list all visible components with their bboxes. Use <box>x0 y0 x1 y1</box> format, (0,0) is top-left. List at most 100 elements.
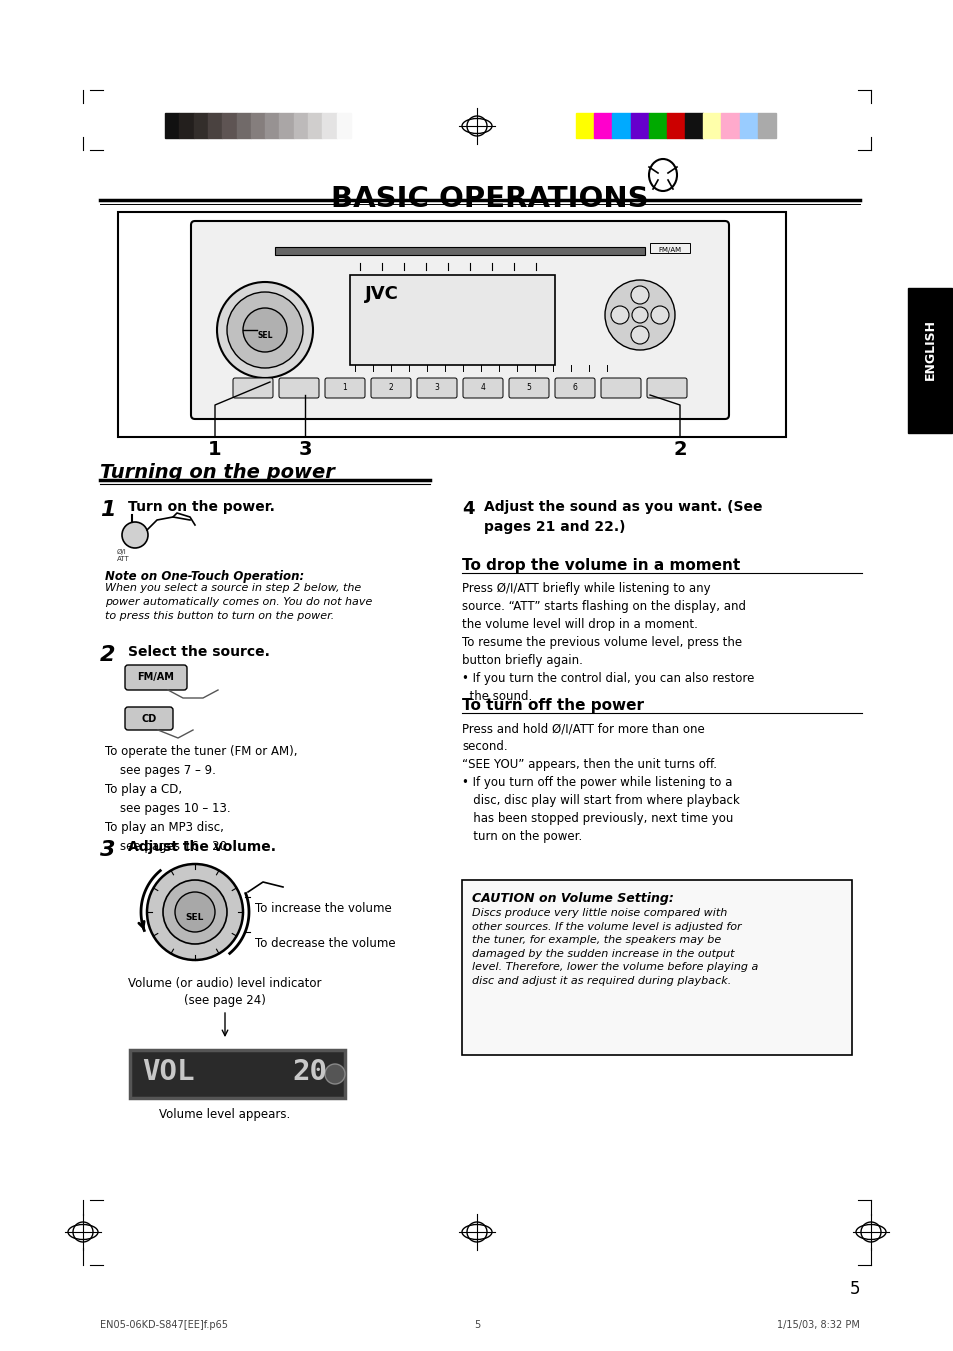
Bar <box>165 113 179 138</box>
Text: 2: 2 <box>100 644 115 665</box>
Text: Select the source.: Select the source. <box>128 644 270 659</box>
FancyBboxPatch shape <box>191 222 728 419</box>
Bar <box>350 276 555 365</box>
Bar <box>179 113 193 138</box>
Bar <box>294 113 308 138</box>
Bar <box>130 1050 345 1098</box>
FancyBboxPatch shape <box>462 378 502 399</box>
Text: To drop the volume in a moment: To drop the volume in a moment <box>461 558 740 573</box>
Text: 20: 20 <box>292 1058 327 1086</box>
FancyBboxPatch shape <box>233 378 273 399</box>
Bar <box>274 247 644 255</box>
Text: To decrease the volume: To decrease the volume <box>254 938 395 950</box>
Text: 4: 4 <box>461 500 474 517</box>
Text: VOL: VOL <box>142 1058 194 1086</box>
Bar <box>684 113 702 138</box>
Circle shape <box>147 865 243 961</box>
Text: JVC: JVC <box>365 285 398 303</box>
Bar <box>630 113 648 138</box>
Text: Volume level appears.: Volume level appears. <box>159 1108 291 1121</box>
Circle shape <box>227 292 303 367</box>
Bar <box>118 212 785 436</box>
FancyBboxPatch shape <box>325 378 365 399</box>
Bar <box>236 113 251 138</box>
Bar <box>322 113 336 138</box>
Bar <box>720 113 739 138</box>
Text: ENGLISH: ENGLISH <box>923 319 936 381</box>
Bar <box>208 113 222 138</box>
FancyBboxPatch shape <box>646 378 686 399</box>
Text: Press and hold Ø/I/ATT for more than one
second.
“SEE YOU” appears, then the uni: Press and hold Ø/I/ATT for more than one… <box>461 721 739 843</box>
Text: EN05-06KD-S847[EE]f.p65: EN05-06KD-S847[EE]f.p65 <box>100 1320 228 1329</box>
Text: Note on One-Touch Operation:: Note on One-Touch Operation: <box>105 570 304 584</box>
Bar <box>222 113 236 138</box>
Bar <box>594 113 612 138</box>
Circle shape <box>630 326 648 345</box>
Bar <box>279 113 294 138</box>
Text: To increase the volume: To increase the volume <box>254 902 392 915</box>
Bar <box>907 288 951 434</box>
Text: To turn off the power: To turn off the power <box>461 698 643 713</box>
Text: 3: 3 <box>100 840 115 861</box>
Text: Turn on the power.: Turn on the power. <box>128 500 274 513</box>
Circle shape <box>325 1065 345 1084</box>
Circle shape <box>650 305 668 324</box>
Text: BASIC OPERATIONS: BASIC OPERATIONS <box>331 185 648 213</box>
Circle shape <box>243 308 287 353</box>
Text: 5: 5 <box>848 1279 859 1298</box>
Text: FM/AM: FM/AM <box>137 671 174 682</box>
Bar <box>649 243 689 253</box>
Text: 4: 4 <box>480 384 485 393</box>
Circle shape <box>610 305 628 324</box>
Text: Ø/I
ATT: Ø/I ATT <box>117 549 130 562</box>
Circle shape <box>630 286 648 304</box>
Bar <box>193 113 208 138</box>
FancyBboxPatch shape <box>509 378 548 399</box>
FancyBboxPatch shape <box>555 378 595 399</box>
FancyBboxPatch shape <box>125 707 172 730</box>
FancyBboxPatch shape <box>371 378 411 399</box>
Circle shape <box>163 880 227 944</box>
Text: Turning on the power: Turning on the power <box>100 463 335 482</box>
Circle shape <box>604 280 675 350</box>
Text: 1: 1 <box>208 440 222 459</box>
Text: Discs produce very little noise compared with
other sources. If the volume level: Discs produce very little noise compared… <box>472 908 758 986</box>
Text: 1/15/03, 8:32 PM: 1/15/03, 8:32 PM <box>777 1320 859 1329</box>
FancyBboxPatch shape <box>278 378 318 399</box>
Text: 5: 5 <box>474 1320 479 1329</box>
Text: Adjust the sound as you want. (See
pages 21 and 22.): Adjust the sound as you want. (See pages… <box>483 500 761 534</box>
FancyBboxPatch shape <box>416 378 456 399</box>
Bar <box>739 113 757 138</box>
Text: CD: CD <box>141 713 156 724</box>
Text: 5: 5 <box>526 384 531 393</box>
Text: SEL: SEL <box>186 912 204 921</box>
Text: Adjust the volume.: Adjust the volume. <box>128 840 275 854</box>
Bar <box>251 113 265 138</box>
Circle shape <box>216 282 313 378</box>
Text: When you select a source in step 2 below, the
power automatically comes on. You : When you select a source in step 2 below… <box>105 584 372 621</box>
FancyBboxPatch shape <box>125 665 187 690</box>
Text: FM/AM: FM/AM <box>658 247 680 253</box>
Text: SEL: SEL <box>257 331 273 340</box>
Text: 1: 1 <box>100 500 115 520</box>
Text: To operate the tuner (FM or AM),
    see pages 7 – 9.
To play a CD,
    see page: To operate the tuner (FM or AM), see pag… <box>105 744 297 852</box>
Text: 6: 6 <box>572 384 577 393</box>
Bar <box>461 880 851 1055</box>
Bar <box>308 113 322 138</box>
Circle shape <box>631 307 647 323</box>
Bar <box>666 113 684 138</box>
Circle shape <box>174 892 214 932</box>
Text: 3: 3 <box>435 384 439 393</box>
Text: 3: 3 <box>298 440 312 459</box>
Text: CAUTION on Volume Setting:: CAUTION on Volume Setting: <box>472 892 673 905</box>
Text: 2: 2 <box>388 384 393 393</box>
Text: Press Ø/I/ATT briefly while listening to any
source. “ATT” starts flashing on th: Press Ø/I/ATT briefly while listening to… <box>461 582 754 703</box>
Bar <box>576 113 594 138</box>
Circle shape <box>122 521 148 549</box>
Bar <box>265 113 279 138</box>
Bar <box>648 113 666 138</box>
FancyBboxPatch shape <box>600 378 640 399</box>
Bar <box>612 113 630 138</box>
Text: Volume (or audio) level indicator
(see page 24): Volume (or audio) level indicator (see p… <box>128 977 321 1006</box>
Bar <box>702 113 720 138</box>
